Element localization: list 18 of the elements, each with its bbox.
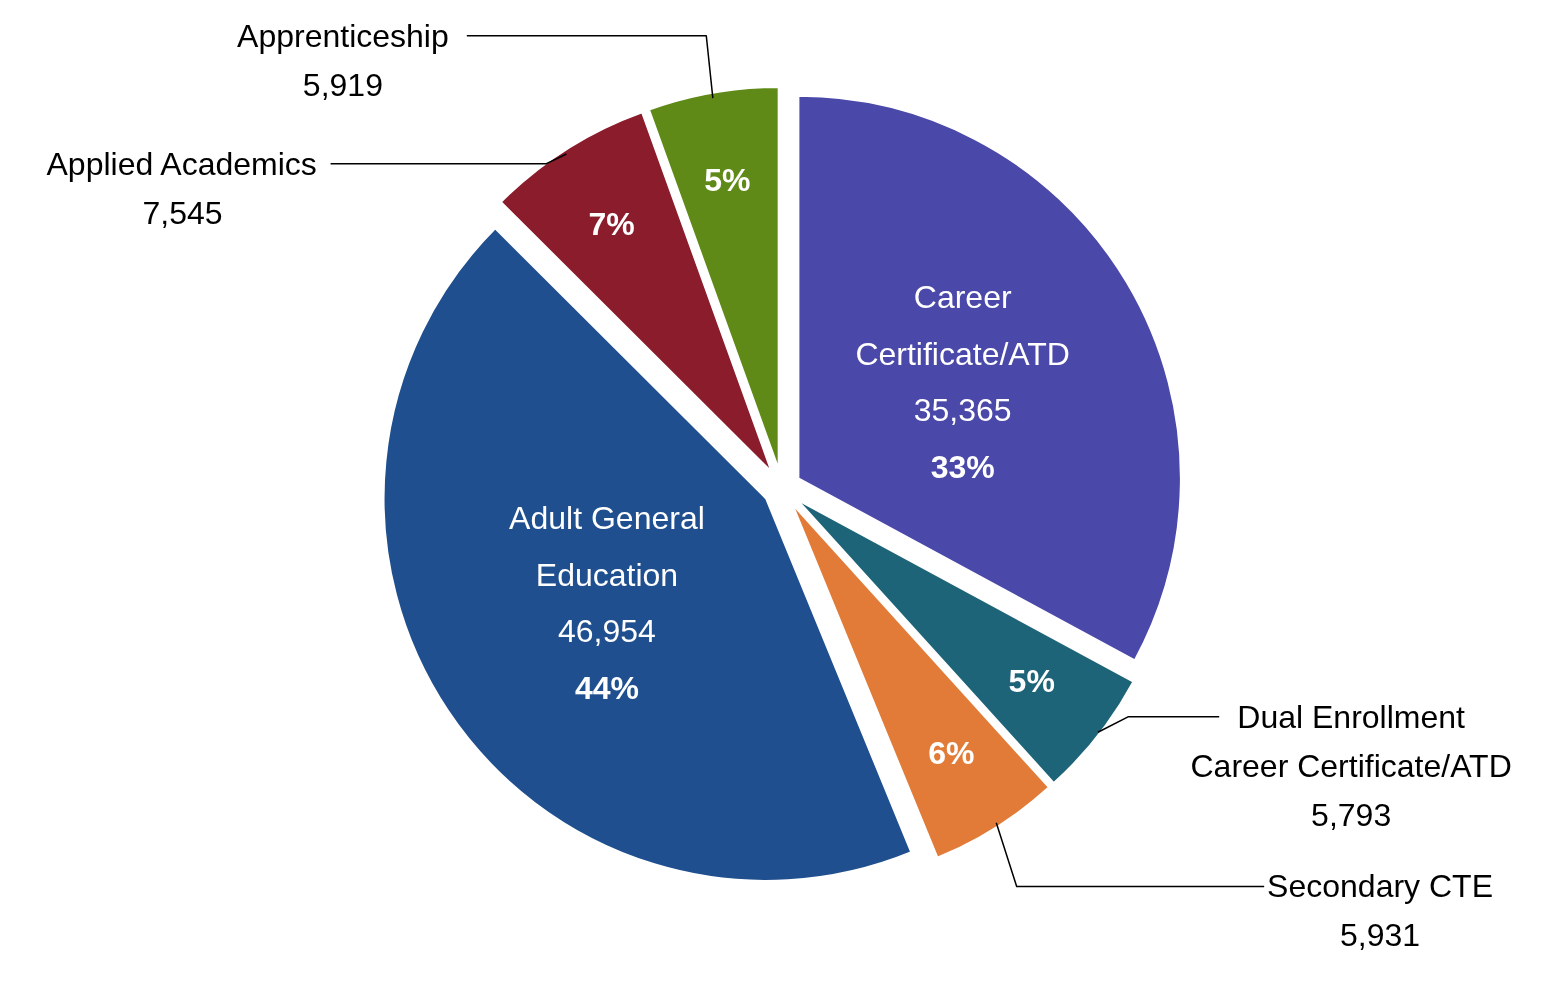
slice-label: Secondary CTE [1267,868,1493,905]
slice-label: Dual Enrollment Career Certificate/ATD [1190,698,1512,784]
text: 7% [588,205,635,242]
data-label: 5,793 [1311,796,1392,833]
text: 33% [930,448,995,485]
slice-label: Adult General Education [509,500,705,593]
slice-label: Applied Academics [46,145,317,182]
data-label: 7,545 [142,194,223,231]
data-label: 35,365 [913,392,1012,429]
data-label: 5,919 [302,66,383,103]
data-label: 5,931 [1340,917,1421,954]
text: 5% [1008,663,1055,700]
text: 44% [574,669,639,706]
slice-label: Apprenticeship [237,17,449,54]
data-label: 46,954 [558,613,656,650]
text: 5% [704,161,751,198]
slice-label: Career Certificate/ATD [855,279,1070,372]
text: 6% [928,734,975,771]
